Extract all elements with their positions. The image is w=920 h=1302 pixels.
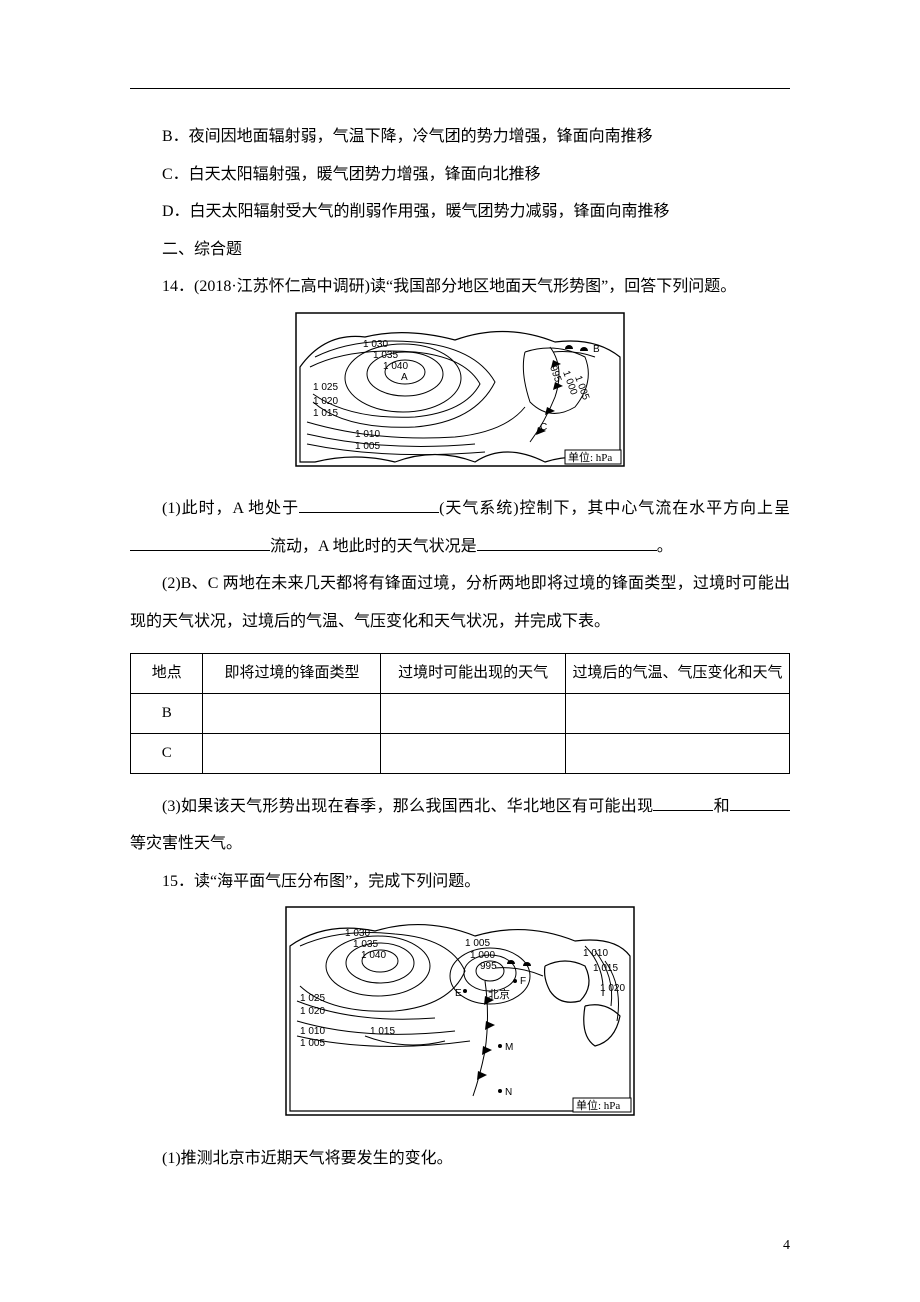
city-beijing: 北京 bbox=[488, 987, 510, 1001]
iso-r-1010: 1 010 bbox=[583, 948, 608, 959]
option-b: B．夜间因地面辐射弱，气温下降，冷气团的势力增强，锋面向南推移 bbox=[130, 118, 790, 156]
q14-stem: 14．(2018·江苏怀仁高中调研)读“我国部分地区地面天气形势图”，回答下列问… bbox=[130, 268, 790, 306]
page-number: 4 bbox=[783, 1231, 790, 1262]
q15-figure-wrap: 1 030 1 035 1 040 1 025 1 020 1 010 1 00… bbox=[130, 906, 790, 1129]
q15-pressure-map: 1 030 1 035 1 040 1 025 1 020 1 010 1 00… bbox=[285, 906, 635, 1116]
iso-c-1000: 1 000 bbox=[470, 950, 495, 961]
q14-sub1: (1)此时，A 地处于 (天气系统)控制下，其中心气流在水平方向上呈流动，A 地此… bbox=[130, 490, 790, 565]
q14-table: 地点 即将过境的锋面类型 过境时可能出现的天气 过境后的气温、气压变化和天气 B… bbox=[130, 653, 790, 774]
cell-empty bbox=[203, 693, 381, 733]
point-n: N bbox=[505, 1087, 512, 1098]
q15-sub1: (1)推测北京市近期天气将要发生的变化。 bbox=[130, 1140, 790, 1178]
q14-sub3-b: 和 bbox=[713, 798, 730, 815]
iso-1040: 1 040 bbox=[361, 950, 386, 961]
cell-empty bbox=[565, 733, 789, 773]
point-f: F bbox=[520, 976, 526, 987]
option-c: C．白天太阳辐射强，暖气团势力增强，锋面向北推移 bbox=[130, 156, 790, 194]
cell-empty bbox=[381, 733, 566, 773]
table-row: B bbox=[131, 693, 790, 733]
blank bbox=[130, 533, 270, 551]
point-m: M bbox=[505, 1042, 513, 1053]
isobar-1040: 1 040 bbox=[383, 361, 408, 372]
iso-c-1005: 1 005 bbox=[465, 938, 490, 949]
option-d: D．白天太阳辐射受大气的削弱作用强，暖气团势力减弱，锋面向南推移 bbox=[130, 193, 790, 231]
q15-stem: 15．读“海平面气压分布图”，完成下列问题。 bbox=[130, 863, 790, 901]
iso-r-1015: 1 015 bbox=[593, 963, 618, 974]
row-c-label: C bbox=[131, 733, 203, 773]
q14-weather-map: 1 030 1 035 1 040 1 025 1 020 1 015 1 01… bbox=[295, 312, 625, 467]
q14-sub1-d: 。 bbox=[657, 538, 673, 555]
q14-sub3: (3)如果该天气形势出现在春季，那么我国西北、华北地区有可能出现 和等灾害性天气。 bbox=[130, 788, 790, 863]
q14-sub2: (2)B、C 两地在未来几天都将有锋面过境，分析两地即将过境的锋面类型，过境时可… bbox=[130, 565, 790, 640]
q14-sub1-b: (天气系统)控制下，其中心气流在水平方向上呈 bbox=[439, 500, 790, 517]
iso-1030: 1 030 bbox=[345, 928, 370, 939]
q14-sub3-a: (3)如果该天气形势出现在春季，那么我国西北、华北地区有可能出现 bbox=[162, 798, 653, 815]
point-a: A bbox=[401, 372, 408, 383]
q14-sub1-a: (1)此时，A 地处于 bbox=[162, 500, 299, 517]
cell-empty bbox=[381, 693, 566, 733]
isobar-1025: 1 025 bbox=[313, 382, 338, 393]
q14-figure-wrap: 1 030 1 035 1 040 1 025 1 020 1 015 1 01… bbox=[130, 312, 790, 480]
unit-label-2: 单位: hPa bbox=[576, 1098, 620, 1112]
col-during: 过境时可能出现的天气 bbox=[381, 653, 566, 693]
row-b-label: B bbox=[131, 693, 203, 733]
iso-1025: 1 025 bbox=[300, 993, 325, 1004]
document-body: B．夜间因地面辐射弱，气温下降，冷气团的势力增强，锋面向南推移 C．白天太阳辐射… bbox=[130, 88, 790, 1177]
iso-r-1020: 1 020 bbox=[600, 983, 625, 994]
section-2-heading: 二、综合题 bbox=[130, 231, 790, 269]
point-b: B bbox=[593, 344, 600, 355]
q14-sub1-c: 流动，A 地此时的天气状况是 bbox=[270, 538, 477, 555]
isobar-1010: 1 010 bbox=[355, 429, 380, 440]
blank bbox=[730, 793, 790, 811]
isobar-1020: 1 020 bbox=[313, 396, 338, 407]
point-c: C bbox=[540, 422, 547, 433]
cell-empty bbox=[203, 733, 381, 773]
isobar-1035: 1 035 bbox=[373, 350, 398, 361]
header-rule bbox=[130, 88, 790, 89]
col-after: 过境后的气温、气压变化和天气 bbox=[565, 653, 789, 693]
iso-c-995: 995 bbox=[480, 961, 497, 972]
blank bbox=[477, 533, 657, 551]
isobar-1015: 1 015 bbox=[313, 408, 338, 419]
col-location: 地点 bbox=[131, 653, 203, 693]
isobar-1030: 1 030 bbox=[363, 339, 388, 350]
iso-1010: 1 010 bbox=[300, 1026, 325, 1037]
q14-sub3-c: 等灾害性天气。 bbox=[130, 835, 242, 852]
table-row: C bbox=[131, 733, 790, 773]
iso-1005: 1 005 bbox=[300, 1038, 325, 1049]
blank bbox=[653, 793, 713, 811]
blank bbox=[299, 496, 439, 514]
point-e: E bbox=[455, 988, 462, 999]
col-front-type: 即将过境的锋面类型 bbox=[203, 653, 381, 693]
iso-1020: 1 020 bbox=[300, 1006, 325, 1017]
unit-label: 单位: hPa bbox=[568, 450, 612, 464]
isobar-1005: 1 005 bbox=[355, 441, 380, 452]
iso-1015: 1 015 bbox=[370, 1026, 395, 1037]
cell-empty bbox=[565, 693, 789, 733]
iso-1035: 1 035 bbox=[353, 939, 378, 950]
table-header-row: 地点 即将过境的锋面类型 过境时可能出现的天气 过境后的气温、气压变化和天气 bbox=[131, 653, 790, 693]
